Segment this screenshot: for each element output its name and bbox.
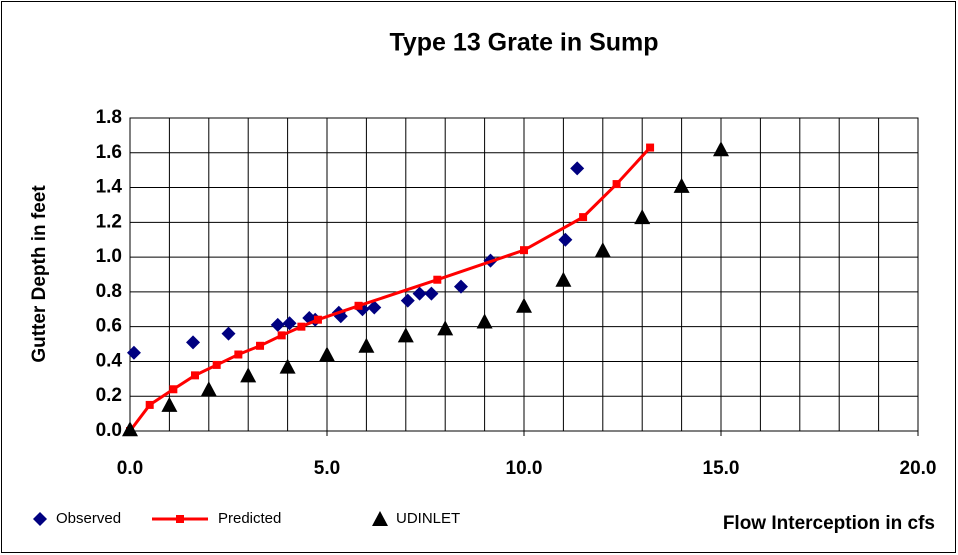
diamond-marker xyxy=(282,316,297,331)
y-tick-label: 0.4 xyxy=(96,350,123,371)
triangle-marker xyxy=(437,320,454,336)
x-tick-label: 10.0 xyxy=(506,458,543,479)
diamond-marker xyxy=(367,300,382,315)
square-marker xyxy=(145,400,154,409)
diamond-marker xyxy=(400,293,415,308)
series-line xyxy=(128,146,652,432)
y-tick-label: 0.0 xyxy=(96,420,122,441)
square-marker xyxy=(256,341,265,350)
square-marker xyxy=(176,515,184,523)
diamond-marker xyxy=(221,326,236,341)
diamond-marker xyxy=(558,232,573,247)
square-marker xyxy=(646,143,655,152)
diamond-marker xyxy=(412,286,427,301)
chart-title: Type 13 Grate in Sump xyxy=(389,29,658,57)
square-marker xyxy=(520,246,528,255)
x-tick-label: 20.0 xyxy=(900,458,937,479)
triangle-marker xyxy=(122,421,138,437)
square-marker xyxy=(579,213,588,222)
y-tick-label: 0.2 xyxy=(96,385,122,406)
triangle-marker xyxy=(200,381,217,397)
square-marker xyxy=(297,322,306,331)
y-tick-label: 1.2 xyxy=(96,211,122,232)
triangle-marker xyxy=(240,367,257,383)
square-marker xyxy=(612,180,621,189)
y-tick-label: 1.8 xyxy=(96,107,122,128)
x-tick-label: 15.0 xyxy=(703,458,740,479)
triangle-marker xyxy=(279,358,296,374)
legend-label: Observed xyxy=(56,510,121,527)
triangle-marker xyxy=(372,511,388,526)
diamond-marker xyxy=(453,279,468,294)
triangle-marker xyxy=(673,177,690,193)
diamond-marker xyxy=(570,161,585,176)
triangle-marker xyxy=(319,346,335,362)
square-marker xyxy=(313,315,322,324)
y-tick-label: 0.8 xyxy=(96,281,122,302)
y-axis-label: Gutter Depth in feet xyxy=(29,185,50,363)
diamond-marker xyxy=(186,335,201,350)
legend-label: Predicted xyxy=(218,510,281,527)
y-tick-label: 1.0 xyxy=(96,246,122,267)
triangle-marker xyxy=(555,271,572,287)
triangle-marker xyxy=(634,209,651,225)
square-marker xyxy=(212,360,221,369)
x-axis-label: Flow Interception in cfs xyxy=(723,513,935,534)
triangle-marker xyxy=(358,337,375,353)
diamond-marker xyxy=(126,345,141,360)
y-tick-label: 0.6 xyxy=(96,316,122,337)
triangle-marker xyxy=(594,242,611,258)
x-tick-label: 0.0 xyxy=(117,458,143,479)
triangle-marker xyxy=(161,396,178,412)
triangle-marker xyxy=(397,327,414,343)
x-tick-label: 5.0 xyxy=(314,458,340,479)
square-marker xyxy=(354,301,363,310)
y-tick-label: 1.6 xyxy=(96,142,122,163)
legend-label: UDINLET xyxy=(396,510,460,527)
square-marker xyxy=(433,275,442,284)
square-marker xyxy=(169,385,178,394)
diamond-marker xyxy=(270,317,285,332)
diamond-marker xyxy=(424,286,439,301)
square-marker xyxy=(234,350,243,359)
triangle-marker xyxy=(476,313,493,329)
square-marker xyxy=(191,371,200,380)
square-marker xyxy=(277,331,286,340)
triangle-marker xyxy=(713,141,729,157)
triangle-marker xyxy=(516,297,532,313)
y-tick-label: 1.4 xyxy=(96,177,123,198)
diamond-marker xyxy=(33,512,47,526)
